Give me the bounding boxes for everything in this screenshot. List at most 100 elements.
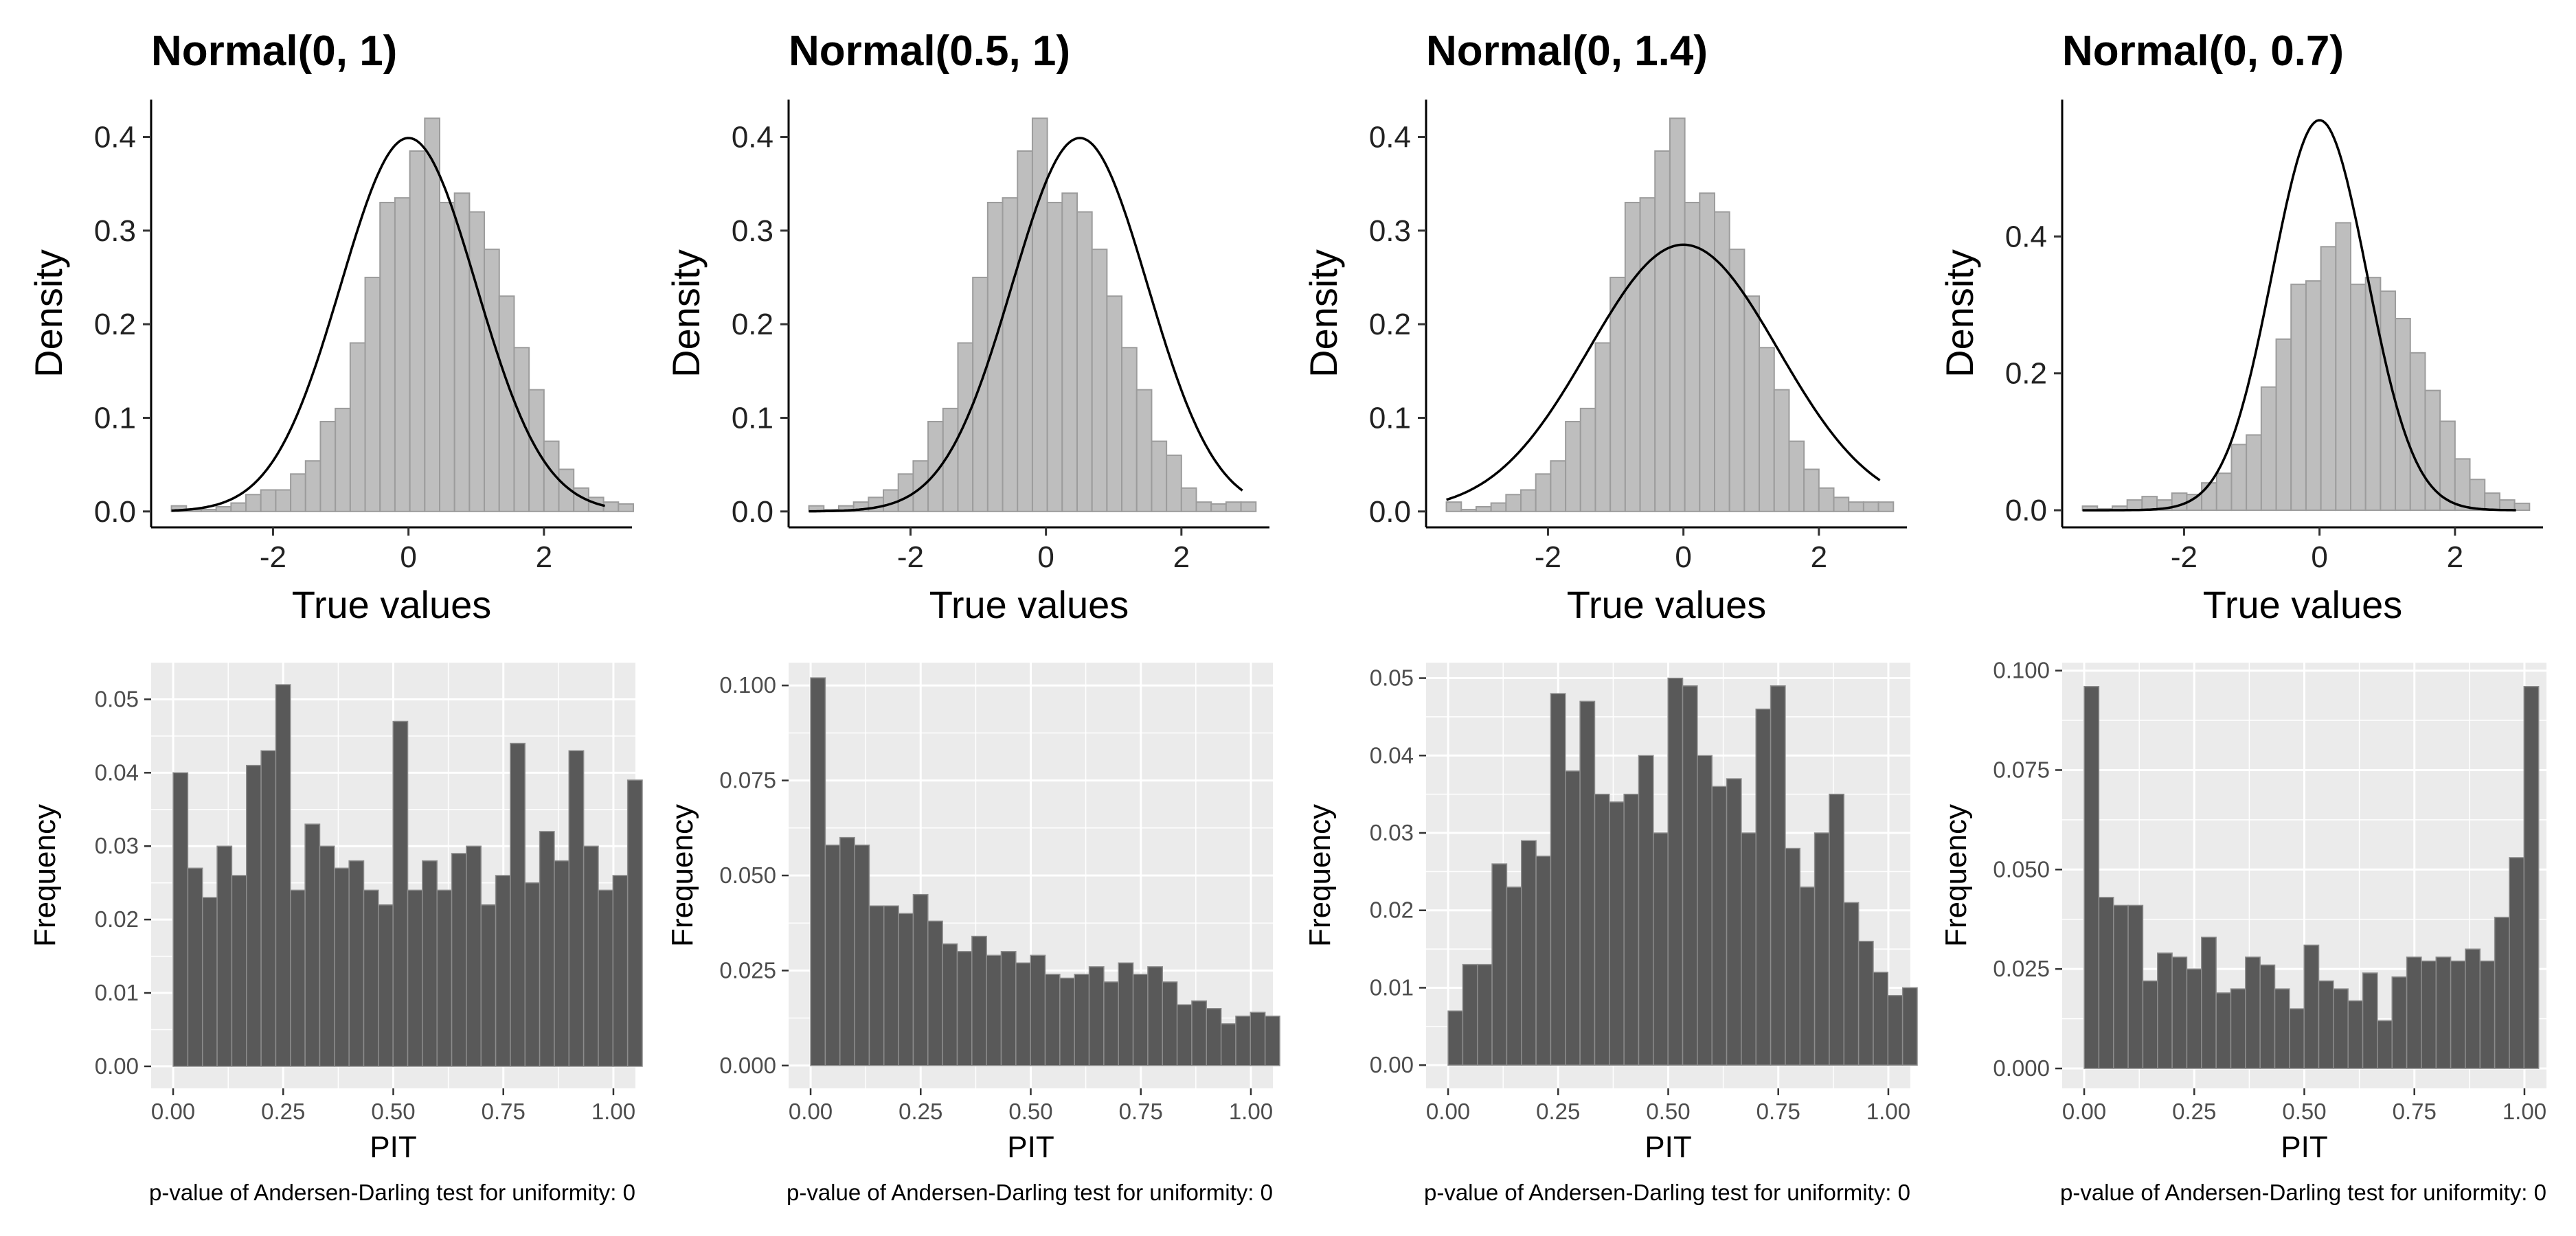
pit-bar (2186, 968, 2202, 1069)
pit-bar (2127, 904, 2144, 1069)
histogram-bar (230, 502, 247, 512)
pit-bar (554, 860, 570, 1067)
x-axis-label: True values (1567, 583, 1767, 626)
pit-bar (1667, 677, 1684, 1066)
pit-bar (348, 860, 365, 1067)
x-tick-label: 0.00 (789, 1099, 833, 1124)
histogram-bar (1121, 347, 1138, 512)
histogram-bar (2454, 458, 2471, 512)
y-tick-label: 0.00 (95, 1053, 139, 1079)
histogram-bar (1061, 192, 1078, 512)
histogram-bar (912, 460, 929, 512)
histogram-bar (2380, 290, 2397, 512)
y-tick-label: 0.3 (1369, 214, 1411, 248)
pit-bar (1059, 977, 1075, 1066)
histogram-bar (883, 489, 899, 512)
pit-bar (1770, 685, 1786, 1066)
pit-bar (583, 845, 599, 1067)
y-tick-label: 0.1 (732, 402, 773, 435)
pit-bar (942, 943, 958, 1066)
histogram-bar (364, 277, 381, 512)
histogram-bar (2275, 338, 2292, 512)
pit-bar (2142, 980, 2158, 1069)
histogram-bar (1535, 473, 1552, 512)
pit-bar (172, 772, 189, 1067)
pit-bar (1506, 886, 1522, 1066)
pit-bar (1857, 941, 1874, 1066)
histogram-bar (1136, 389, 1153, 512)
pit-bar (2406, 957, 2422, 1069)
y-tick-label: 0.050 (1993, 856, 2050, 882)
pit-bar (1653, 832, 1669, 1066)
pit-bar (1074, 974, 1090, 1066)
density-panel-4: -2 0 2 0.0 0.2 0.4 Normal(0, 0.7) True values De… (1938, 27, 2543, 626)
histogram-bar (2215, 472, 2233, 512)
histogram-bar (1017, 150, 1033, 512)
histogram-bar (2230, 444, 2248, 512)
pit-bar (1447, 1010, 1464, 1066)
pit-bar (363, 889, 379, 1067)
pit-bar (1873, 972, 1889, 1066)
pit-bar (392, 720, 409, 1067)
normal-density-curve (171, 137, 606, 512)
pit-bar (466, 845, 482, 1067)
pit-bar (2171, 957, 2188, 1069)
chart-title: Normal(0, 0.7) (2062, 27, 2344, 75)
x-tick-label: -2 (1535, 540, 1561, 574)
histogram-bar (1565, 420, 1581, 512)
pit-bar (2435, 957, 2452, 1069)
histogram-bar (215, 506, 232, 512)
pit-bar (898, 913, 914, 1066)
pit-bar (839, 836, 855, 1066)
pit-bar (1829, 793, 1845, 1066)
density-panel-1: -2 0 2 0.0 0.1 0.2 0.3 0.4 Normal(0, 1) True valu… (27, 27, 634, 626)
histogram-bar (245, 494, 262, 512)
pit-bar (524, 882, 541, 1067)
histogram-bar (1166, 455, 1182, 512)
histogram-bar (1699, 192, 1715, 512)
histogram-bar (1743, 295, 1761, 512)
x-tick-label: 0 (1037, 540, 1054, 574)
histogram-bar (304, 460, 321, 512)
pit-bar (971, 935, 987, 1066)
pit-panel-4: 0.00 0.25 0.50 0.75 1.00 0.000 0.025 0.050 0.075… (1939, 658, 2546, 1205)
normal-density-curve (809, 137, 1243, 513)
histogram-bar (2395, 317, 2411, 512)
y-tick-label: 0.0 (2005, 494, 2047, 527)
y-tick-label: 0.01 (95, 980, 139, 1005)
x-tick-label: 2 (536, 540, 552, 574)
histogram-bar (1180, 487, 1197, 512)
x-tick-label: 1.00 (1229, 1099, 1273, 1124)
pit-bar (598, 889, 614, 1067)
pit-bar (1785, 847, 1801, 1066)
histogram-bar (1475, 506, 1492, 512)
histogram-bar (1031, 117, 1048, 512)
pit-bar (1264, 1016, 1280, 1066)
x-tick-label: 2 (2447, 540, 2463, 574)
y-tick-label: 0.04 (1370, 742, 1414, 768)
histogram-bar (2290, 284, 2307, 512)
y-tick-label: 0.2 (1369, 308, 1411, 341)
y-tick-label: 0.2 (94, 308, 136, 341)
histogram-bar (439, 201, 455, 512)
pit-bar (2465, 948, 2481, 1069)
histogram-bar (1091, 249, 1108, 512)
histogram-bar (2409, 352, 2426, 512)
normal-density-curve (1446, 243, 1881, 501)
pit-bar (290, 889, 306, 1067)
y-tick-label: 0.1 (1369, 402, 1411, 435)
pit-bar (319, 845, 335, 1067)
pit-bar (275, 684, 291, 1067)
x-tick-label: 0.25 (899, 1099, 942, 1124)
y-tick-label: 0.01 (1370, 974, 1414, 1000)
pit-bar (1491, 863, 1508, 1066)
pit-bar (1162, 981, 1178, 1066)
histogram-bar (1490, 502, 1507, 512)
histogram-bar (1076, 211, 1093, 512)
y-tick-label: 0.05 (1370, 665, 1414, 691)
pit-bar (1579, 700, 1596, 1066)
histogram-bar (1654, 150, 1671, 512)
histogram-bar (498, 295, 515, 512)
y-tick-label: 0.000 (719, 1053, 776, 1078)
pit-bar (246, 764, 262, 1067)
